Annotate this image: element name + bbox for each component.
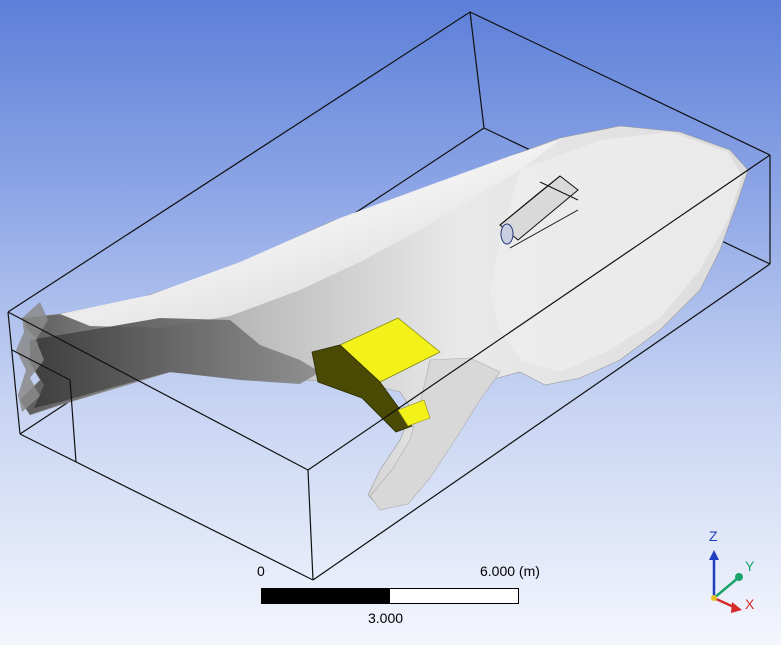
z-axis-label: Z [709,528,718,544]
y-axis-tip [735,573,743,581]
scale-mid-label: 3.000 [368,610,404,626]
outlet-box-edge-2 [509,209,579,249]
bbox-back-vertical [469,11,485,129]
outlet-box[interactable] [499,175,579,249]
selected-face-side[interactable] [311,344,413,433]
outlet-box-top [499,175,561,226]
geometry-dark-lower-region [30,318,320,408]
bbox-inner-edge [11,349,71,381]
z-axis-arrow [709,550,719,560]
scale-end-label: 6.000 (m) [480,563,540,579]
axis-triad[interactable]: Z Y X [690,528,770,620]
bbox-front-bottom-right [312,263,771,581]
axis-triad-graphic [709,550,743,613]
bbox-inner-edge-2 [69,379,77,463]
bbox-front-bottom-left [19,433,314,581]
triad-origin [711,595,717,601]
bbox-front-vertical-left [7,311,21,435]
bbox-front-top-left [7,311,309,471]
geometry-upper-ridge [60,140,560,328]
bounding-box-front [7,154,771,581]
bbox-front-vertical-center [307,469,314,581]
scale-start-label: 0 [257,563,265,579]
cavity-geometry[interactable] [16,125,749,511]
bbox-front-top-right [307,154,771,471]
x-axis-arrow [731,602,742,613]
selected-face-lower[interactable] [397,399,431,427]
outlet-box-edge-1 [539,181,579,201]
outlet-box-opening [500,223,514,245]
x-axis-label: X [745,596,755,612]
scale-bar-filled-segment [262,589,390,603]
y-axis-label: Y [745,558,755,574]
geometry-lower-fin [369,357,501,511]
y-axis-line [713,577,739,599]
geometry-right-lobe [490,132,742,372]
scale-bar [261,588,519,604]
